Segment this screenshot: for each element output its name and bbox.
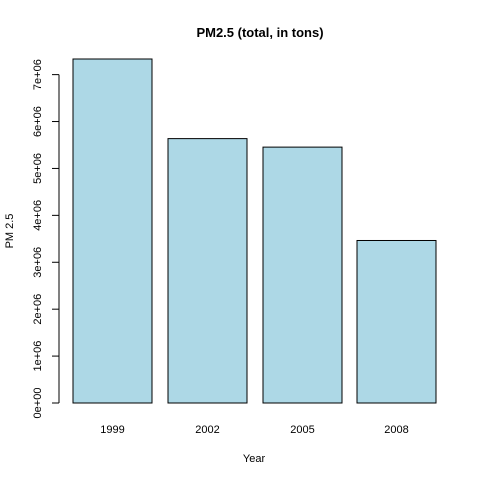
y-tick-label: 1e+06 [32,341,44,372]
bar-2002 [167,138,248,404]
y-tick-label: 5e+06 [32,153,44,184]
x-axis-label: Year [243,453,266,465]
bar-1999 [72,58,153,404]
y-tick-label: 3e+06 [32,247,44,278]
y-tick-label: 0e+00 [32,388,44,419]
chart-title: PM2.5 (total, in tons) [196,25,323,40]
bars-layer [72,58,437,404]
x-tick-label: 2008 [384,424,408,436]
x-tick-label: 2002 [195,424,219,436]
y-tick-label: 2e+06 [32,294,44,325]
y-axis: 0e+00 1e+06 2e+06 3e+06 4e+06 5e+06 6e+06 7e+06 [32,59,60,419]
x-tick-label: 2005 [290,424,314,436]
y-axis-label: PM 2.5 [4,214,16,249]
y-tick-label: 7e+06 [32,59,44,90]
bar-2008 [356,239,437,404]
y-tick-label: 6e+06 [32,106,44,137]
bar-2005 [262,146,343,404]
x-axis: 1999 2002 2005 2008 [100,424,408,436]
x-tick-label: 1999 [100,424,124,436]
y-tick-label: 4e+06 [32,200,44,231]
